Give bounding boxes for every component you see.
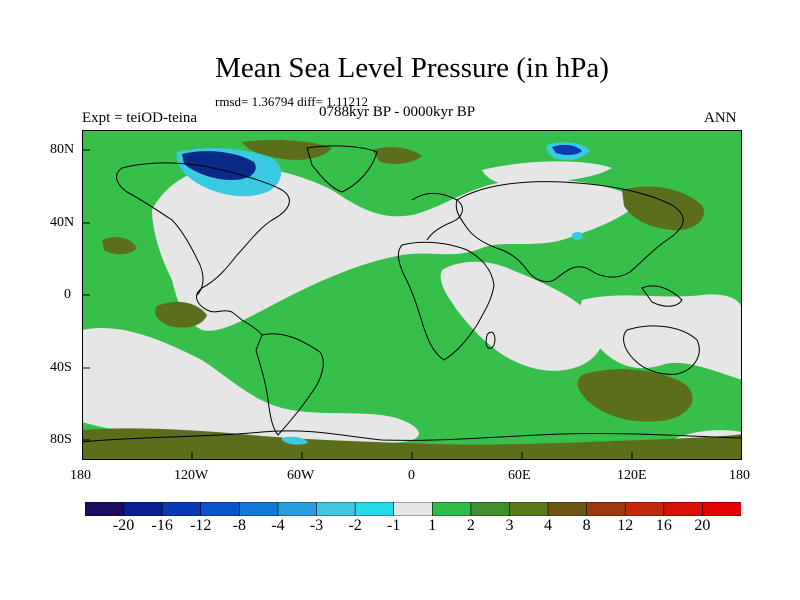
colorbar-swatch <box>624 502 665 516</box>
lat-label-0: 0 <box>64 287 71 302</box>
colorbar-label: -8 <box>232 517 247 534</box>
colorbar-label: 1 <box>428 517 437 534</box>
lat-label-80n: 80N <box>50 142 75 157</box>
colorbar-swatch <box>123 502 163 516</box>
colorbar-swatch <box>316 502 356 516</box>
lat-label-80s: 80S <box>50 432 72 447</box>
lon-label-120w: 120W <box>174 468 209 483</box>
season-label: ANN <box>704 110 737 126</box>
colorbar-label: 2 <box>466 517 475 534</box>
coastlines <box>82 145 742 443</box>
colorbar-label: 16 <box>655 517 672 534</box>
colorbar-label: 3 <box>505 517 514 534</box>
colorbar-label: -3 <box>309 517 324 534</box>
colorbar-label: -16 <box>151 517 173 534</box>
colorbar-swatch <box>393 502 434 516</box>
colorbar-label: -20 <box>112 517 135 534</box>
experiment-label: Expt = teiOD-teina <box>82 110 198 126</box>
colorbar-swatch <box>277 502 318 516</box>
lon-label-0: 0 <box>408 468 415 483</box>
colorbar-swatch <box>547 502 588 516</box>
period-label: 0788kyr BP - 0000kyr BP <box>319 104 476 120</box>
colorbar-swatch <box>354 502 395 516</box>
lon-label-180w: 180 <box>70 468 91 483</box>
colorbar-label: -12 <box>190 517 212 534</box>
colorbar-label: 12 <box>617 517 634 534</box>
positive-anomaly-regions <box>82 140 742 460</box>
lat-label-40n: 40N <box>50 215 75 230</box>
colorbar-swatch <box>431 502 472 516</box>
lon-label-120e: 120E <box>617 468 647 483</box>
colorbar-label: -1 <box>387 517 401 534</box>
chart-title: Mean Sea Level Pressure (in hPa) <box>215 52 609 84</box>
colorbar-label: 20 <box>694 517 711 534</box>
colorbar-swatch <box>663 502 704 516</box>
colorbar <box>85 502 741 516</box>
colorbar-swatch <box>470 502 511 516</box>
colorbar-swatch <box>239 502 279 516</box>
colorbar-label: -2 <box>348 517 362 534</box>
colorbar-swatch <box>509 502 549 516</box>
negative-anomaly-regions <box>176 142 590 445</box>
lon-label-180e: 180 <box>729 468 750 483</box>
colorbar-label: -4 <box>271 517 285 534</box>
pressure-map <box>82 130 742 460</box>
lon-label-60w: 60W <box>287 468 315 483</box>
colorbar-swatch <box>161 502 202 516</box>
colorbar-swatch <box>586 502 627 516</box>
colorbar-swatch <box>702 502 741 516</box>
axis-ticks <box>82 149 742 460</box>
lat-label-40s: 40S <box>50 360 72 375</box>
colorbar-swatch <box>85 502 125 516</box>
lon-label-60e: 60E <box>508 468 531 483</box>
colorbar-label: 4 <box>544 517 553 534</box>
colorbar-label: 8 <box>582 517 591 534</box>
stats-label: rmsd= 1.36794 diff= 1.11212 <box>215 94 368 109</box>
colorbar-swatch <box>200 502 241 516</box>
